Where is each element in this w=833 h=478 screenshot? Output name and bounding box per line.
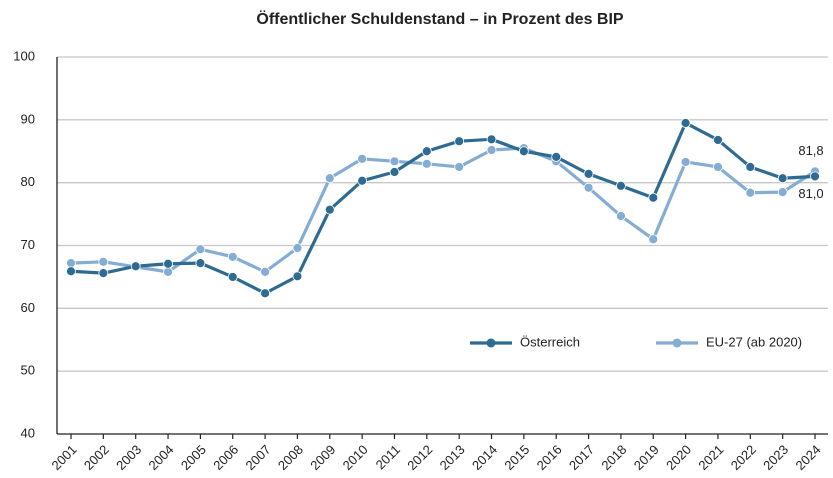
point: [648, 234, 659, 245]
point: [745, 162, 756, 172]
point: [98, 268, 109, 279]
point: [648, 192, 659, 203]
data-label: 81,0: [798, 186, 823, 201]
point: [583, 182, 594, 193]
x-tick-label: 2023: [760, 442, 791, 473]
x-tick-label: 2019: [631, 442, 662, 473]
point: [292, 271, 303, 282]
y-tick-label: 60: [21, 300, 35, 315]
point: [421, 158, 432, 169]
point: [389, 156, 400, 167]
point: [680, 118, 691, 128]
series-line: [70, 121, 816, 295]
point: [389, 167, 400, 177]
point: [260, 288, 270, 299]
point: [745, 187, 756, 198]
x-tick-label: 2018: [598, 442, 629, 473]
point: [421, 146, 432, 157]
point: [777, 173, 788, 184]
point: [454, 136, 465, 147]
x-tick-label: 2006: [210, 442, 241, 473]
x-tick-label: 2002: [81, 442, 112, 473]
y-tick-label: 90: [21, 111, 35, 126]
x-tick-label: 2016: [534, 442, 565, 473]
point: [454, 162, 465, 172]
point: [810, 171, 820, 182]
point: [680, 157, 691, 167]
legend-item: EU-27 (ab 2020): [656, 334, 802, 349]
legend-label: Österreich: [520, 334, 580, 349]
x-tick-label: 2021: [695, 442, 726, 473]
point: [260, 266, 270, 277]
legend-label: EU-27 (ab 2020): [706, 334, 802, 349]
point: [292, 243, 303, 253]
point: [195, 258, 206, 268]
x-tick-label: 2003: [113, 442, 144, 473]
point: [713, 162, 723, 172]
x-tick-label: 2004: [146, 442, 177, 473]
y-tick-label: 70: [21, 237, 35, 252]
point: [777, 187, 788, 197]
point: [66, 258, 76, 268]
x-tick-label: 2022: [728, 442, 759, 473]
y-tick-label: 100: [13, 48, 35, 63]
data-label: 81,8: [798, 143, 823, 158]
x-tick-label: 2020: [663, 442, 694, 473]
x-tick-label: 2015: [501, 442, 532, 473]
point: [195, 244, 206, 255]
point: [98, 256, 109, 267]
x-tick-label: 2014: [469, 442, 500, 473]
x-tick-label: 2010: [340, 442, 371, 473]
point: [616, 211, 626, 221]
point: [583, 168, 594, 179]
x-tick-label: 2012: [404, 442, 435, 473]
legend-item: Österreich: [470, 334, 580, 349]
point: [66, 266, 76, 277]
legend-marker: [672, 338, 682, 348]
x-tick-label: 2005: [178, 442, 209, 473]
point: [163, 258, 173, 269]
point: [486, 134, 497, 145]
point: [227, 272, 238, 282]
legend-marker: [486, 338, 496, 348]
point: [486, 145, 497, 155]
point: [616, 180, 626, 191]
point: [551, 152, 562, 162]
x-tick-label: 2009: [307, 442, 338, 473]
point: [357, 175, 368, 186]
point: [130, 261, 141, 272]
x-tick-label: 2011: [373, 442, 403, 472]
x-tick-label: 2008: [275, 442, 306, 473]
x-tick-label: 2017: [566, 442, 597, 473]
point: [324, 204, 335, 215]
point: [227, 251, 238, 262]
x-tick-label: 2024: [792, 442, 823, 473]
point: [518, 146, 529, 157]
y-tick-label: 80: [21, 174, 35, 189]
point: [163, 266, 173, 277]
x-tick-label: 2007: [243, 442, 274, 473]
point: [324, 173, 335, 184]
series-line: [70, 146, 816, 274]
y-tick-label: 50: [21, 363, 35, 378]
chart-title: Öffentlicher Schuldenstand – in Prozent …: [256, 9, 624, 28]
y-tick-label: 40: [21, 425, 35, 440]
x-tick-label: 2013: [437, 442, 468, 473]
point: [713, 135, 723, 145]
x-tick-label: 2001: [48, 442, 79, 473]
point: [357, 153, 368, 164]
